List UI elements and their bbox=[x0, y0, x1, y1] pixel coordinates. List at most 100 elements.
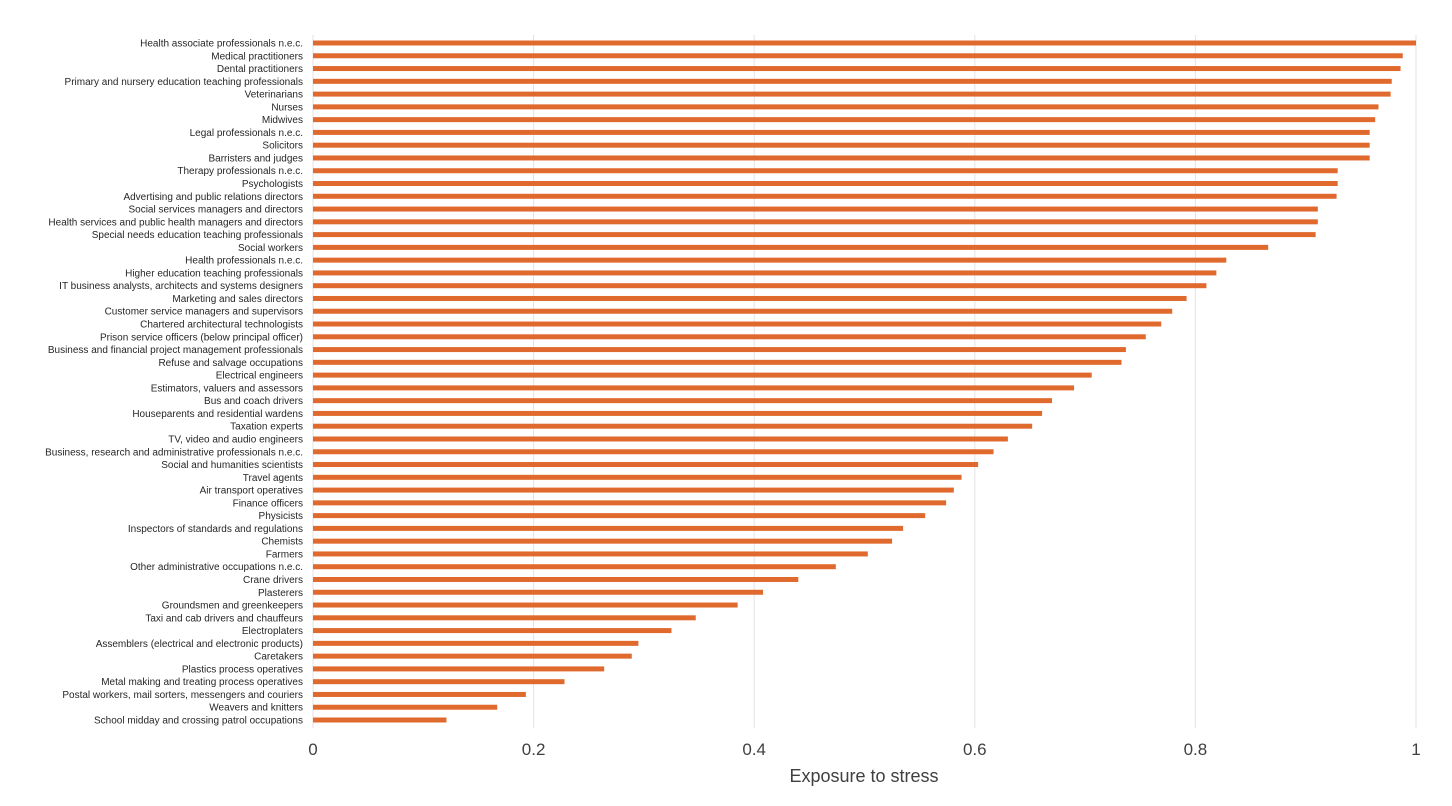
category-label: Estimators, valuers and assessors bbox=[151, 383, 303, 394]
x-tick-label: 0 bbox=[308, 740, 317, 759]
bar bbox=[313, 653, 632, 659]
category-label: Chartered architectural technologists bbox=[140, 320, 303, 331]
category-label: Inspectors of standards and regulations bbox=[128, 524, 303, 535]
category-label: Bus and coach drivers bbox=[204, 396, 303, 407]
bar bbox=[313, 615, 696, 621]
category-label: Weavers and knitters bbox=[209, 703, 303, 714]
bar bbox=[313, 449, 994, 455]
category-label: Special needs education teaching profess… bbox=[92, 230, 303, 241]
bar bbox=[313, 538, 893, 544]
bar bbox=[313, 206, 1318, 212]
bar bbox=[313, 628, 672, 634]
bar bbox=[313, 602, 738, 608]
bar bbox=[313, 359, 1122, 365]
category-label: Primary and nursery education teaching p… bbox=[65, 77, 303, 88]
x-tick-labels: 0 0.2 0.4 0.6 0.8 1 bbox=[308, 740, 1420, 759]
x-tick-label: 0.2 bbox=[522, 740, 546, 759]
category-label: IT business analysts, architects and sys… bbox=[59, 281, 303, 292]
bar bbox=[313, 666, 605, 672]
bar bbox=[313, 308, 1173, 314]
bar bbox=[313, 474, 962, 480]
category-label: Midwives bbox=[262, 115, 303, 126]
bar bbox=[313, 589, 764, 595]
x-tick-label: 0.4 bbox=[742, 740, 766, 759]
bar bbox=[313, 168, 1338, 174]
bar bbox=[313, 334, 1146, 340]
category-label: Travel agents bbox=[243, 473, 303, 484]
bar bbox=[313, 219, 1318, 225]
category-labels: Health associate professionals n.e.c.Med… bbox=[45, 39, 303, 727]
bar bbox=[313, 679, 565, 685]
bar bbox=[313, 270, 1217, 276]
category-label: Chemists bbox=[261, 537, 303, 548]
bar bbox=[313, 640, 639, 646]
bar bbox=[313, 104, 1379, 110]
bar bbox=[313, 372, 1092, 378]
bar bbox=[313, 564, 836, 570]
category-label: Prison service officers (below principal… bbox=[100, 332, 303, 343]
bar bbox=[313, 232, 1316, 238]
bar bbox=[313, 295, 1187, 301]
bar bbox=[313, 283, 1207, 289]
category-label: Postal workers, mail sorters, messengers… bbox=[62, 690, 303, 701]
gridlines bbox=[312, 35, 1417, 728]
category-label: Plasterers bbox=[258, 588, 303, 599]
category-label: Crane drivers bbox=[243, 575, 303, 586]
bar bbox=[313, 513, 926, 519]
category-label: Legal professionals n.e.c. bbox=[190, 128, 303, 139]
category-label: School midday and crossing patrol occupa… bbox=[94, 716, 303, 727]
category-label: TV, video and audio engineers bbox=[168, 434, 303, 445]
category-label: Health services and public health manage… bbox=[48, 217, 303, 228]
bar bbox=[313, 500, 947, 506]
bar bbox=[313, 410, 1043, 416]
category-label: Advertising and public relations directo… bbox=[123, 192, 303, 203]
category-label: Solicitors bbox=[262, 141, 303, 152]
category-label: Farmers bbox=[266, 549, 303, 560]
x-tick-label: 1 bbox=[1411, 740, 1420, 759]
category-label: Social and humanities scientists bbox=[161, 460, 303, 471]
category-label: Air transport operatives bbox=[200, 486, 303, 497]
category-label: Caretakers bbox=[254, 652, 303, 663]
category-label: Dental practitioners bbox=[217, 64, 303, 75]
category-label: Plastics process operatives bbox=[182, 664, 303, 675]
bar bbox=[313, 181, 1338, 187]
x-axis-title: Exposure to stress bbox=[789, 766, 938, 786]
category-label: Finance officers bbox=[233, 498, 303, 509]
bar bbox=[313, 704, 498, 710]
category-label: Health professionals n.e.c. bbox=[185, 256, 303, 267]
category-label: Electroplaters bbox=[242, 626, 303, 637]
bars bbox=[313, 40, 1416, 723]
bar bbox=[313, 525, 904, 531]
category-label: Barristers and judges bbox=[209, 153, 304, 164]
bar bbox=[313, 436, 1008, 442]
category-label: Medical practitioners bbox=[211, 51, 303, 62]
category-label: Therapy professionals n.e.c. bbox=[177, 166, 303, 177]
bar bbox=[313, 257, 1227, 263]
category-label: Psychologists bbox=[242, 179, 303, 190]
bar bbox=[313, 117, 1376, 123]
category-label: Groundsmen and greenkeepers bbox=[162, 601, 303, 612]
bar bbox=[313, 244, 1269, 250]
category-label: Houseparents and residential wardens bbox=[132, 409, 303, 420]
bar bbox=[313, 53, 1403, 59]
category-label: Refuse and salvage occupations bbox=[158, 358, 303, 369]
category-label: Physicists bbox=[259, 511, 303, 522]
bar bbox=[313, 129, 1370, 135]
bar bbox=[313, 142, 1370, 148]
bar bbox=[313, 462, 979, 468]
category-label: Veterinarians bbox=[245, 90, 303, 101]
category-label: Customer service managers and supervisor… bbox=[105, 307, 303, 318]
bar bbox=[313, 193, 1337, 199]
bar bbox=[313, 321, 1162, 327]
bar bbox=[313, 78, 1392, 84]
bar bbox=[313, 385, 1075, 391]
bar bbox=[313, 717, 447, 723]
bar bbox=[313, 347, 1126, 353]
bar bbox=[313, 423, 1033, 429]
bar bbox=[313, 155, 1370, 161]
bar bbox=[313, 487, 954, 493]
category-label: Social services managers and directors bbox=[128, 205, 303, 216]
category-label: Taxi and cab drivers and chauffeurs bbox=[145, 613, 303, 624]
category-label: Health associate professionals n.e.c. bbox=[140, 39, 303, 50]
